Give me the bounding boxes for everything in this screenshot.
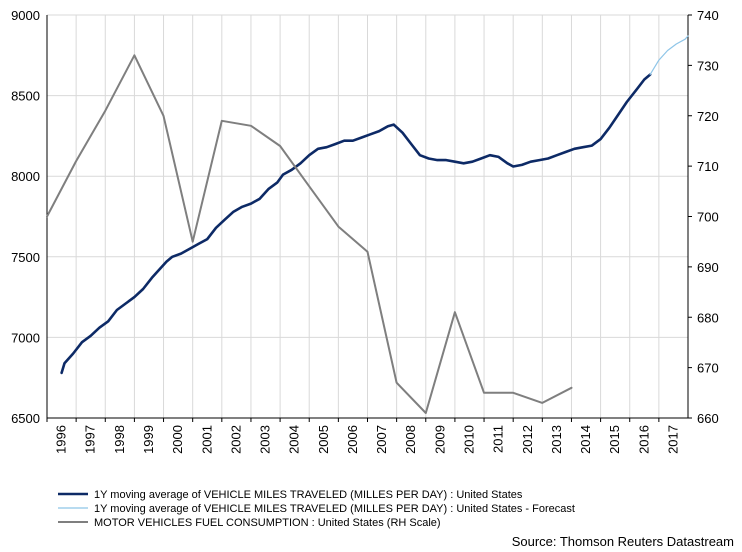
series-line-vehicle-miles (60, 73, 652, 375)
legend-label: 1Y moving average of VEHICLE MILES TRAVE… (94, 503, 575, 515)
x-tick-label: 2017 (665, 425, 680, 454)
x-tick-label: 1996 (54, 425, 69, 454)
y-left-tick-label: 8000 (11, 169, 40, 184)
series-lines (46, 35, 689, 414)
x-tick-label: 2001 (199, 425, 214, 454)
y-right-tick-label: 720 (697, 109, 719, 124)
y-right-tick-label: 700 (697, 210, 719, 225)
legend-label: 1Y moving average of VEHICLE MILES TRAVE… (94, 489, 523, 501)
x-tick-label: 2006 (345, 425, 360, 454)
x-tick-label: 2012 (520, 425, 535, 454)
legend: 1Y moving average of VEHICLE MILES TRAVE… (58, 489, 575, 529)
y-right-tick-label: 690 (697, 260, 719, 275)
x-tick-label: 2016 (636, 425, 651, 454)
y-right-tick-label: 710 (697, 159, 719, 174)
x-tick-label: 2005 (316, 425, 331, 454)
legend-label: MOTOR VEHICLES FUEL CONSUMPTION : United… (94, 517, 441, 529)
x-tick-label: 2000 (170, 425, 185, 454)
x-tick-label: 2003 (258, 425, 273, 454)
x-tick-label: 1997 (83, 425, 98, 454)
y-left-tick-label: 7500 (11, 250, 40, 265)
x-tick-label: 1999 (141, 425, 156, 454)
y-left-tick-label: 9000 (11, 8, 40, 23)
x-tick-label: 2014 (578, 425, 593, 454)
x-tick-label: 2007 (374, 425, 389, 454)
source-label: Source: Thomson Reuters Datastream (512, 534, 734, 549)
tick-labels: 6500 7000 7500 8000 8500 9000 660 670 680 690 700 7… (11, 8, 719, 454)
y-right-tick-label: 660 (697, 411, 719, 426)
x-tick-label: 2015 (607, 425, 622, 454)
x-tick-label: 2010 (461, 425, 476, 454)
x-tick-label: 2013 (549, 425, 564, 454)
y-left-tick-label: 6500 (11, 411, 40, 426)
y-right-tick-label: 740 (697, 8, 719, 23)
series-line-fuel-consumption (46, 54, 573, 414)
y-right-tick-label: 680 (697, 310, 719, 325)
series-line-vehicle-miles-forecast (649, 35, 689, 76)
x-tick-label: 2002 (228, 425, 243, 454)
x-tick-label: 2008 (403, 425, 418, 454)
x-tick-label: 2004 (287, 425, 302, 454)
y-left-tick-label: 8500 (11, 89, 40, 104)
x-tick-label: 2009 (432, 425, 447, 454)
x-tick-label: 2011 (491, 425, 506, 453)
y-right-tick-label: 730 (697, 58, 719, 73)
y-left-tick-label: 7000 (11, 330, 40, 345)
y-right-tick-label: 670 (697, 361, 719, 376)
x-tick-label: 1998 (112, 425, 127, 454)
